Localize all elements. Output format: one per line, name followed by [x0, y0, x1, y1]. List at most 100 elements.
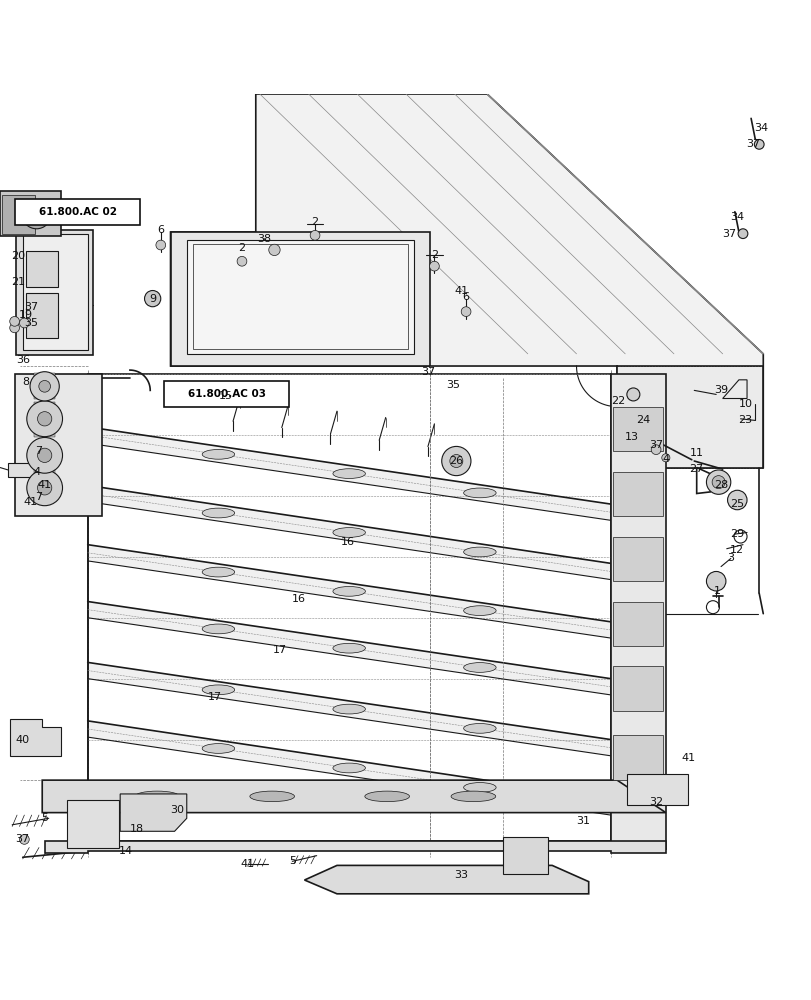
Text: 37: 37 [648, 440, 663, 450]
Polygon shape [88, 662, 610, 756]
Text: 37: 37 [745, 139, 760, 149]
Ellipse shape [202, 624, 234, 634]
Text: 6: 6 [157, 225, 164, 235]
Text: 4: 4 [33, 467, 40, 477]
Text: 4: 4 [662, 454, 668, 464]
Text: 39: 39 [713, 385, 727, 395]
Bar [16, 230, 93, 355]
Text: 14: 14 [118, 846, 133, 856]
Text: 2: 2 [238, 243, 245, 253]
Ellipse shape [333, 469, 365, 478]
Ellipse shape [333, 586, 365, 596]
Bar [2, 195, 35, 234]
Text: 30: 30 [169, 805, 184, 815]
Text: 20: 20 [11, 251, 25, 261]
Circle shape [10, 316, 19, 326]
Polygon shape [187, 240, 414, 354]
Circle shape [27, 401, 62, 437]
Text: 37: 37 [421, 367, 436, 377]
Text: 23: 23 [737, 415, 752, 425]
Circle shape [626, 388, 639, 401]
Bar [34, 489, 55, 496]
Polygon shape [170, 94, 762, 468]
Polygon shape [42, 780, 665, 813]
Text: 33: 33 [453, 870, 468, 880]
Circle shape [156, 240, 165, 250]
Bar [34, 480, 55, 486]
Bar [34, 460, 55, 467]
Text: 27: 27 [689, 464, 703, 474]
Polygon shape [88, 485, 610, 580]
Circle shape [429, 261, 439, 271]
Text: 2: 2 [431, 250, 437, 260]
FancyBboxPatch shape [15, 199, 140, 225]
Text: 34: 34 [729, 212, 744, 222]
Ellipse shape [463, 547, 496, 557]
Circle shape [37, 481, 52, 495]
Text: 17: 17 [272, 645, 287, 655]
Polygon shape [612, 601, 663, 646]
Polygon shape [170, 232, 430, 366]
Text: 17: 17 [208, 692, 222, 702]
Ellipse shape [463, 606, 496, 616]
Text: 1: 1 [713, 586, 719, 596]
Text: 11: 11 [689, 448, 703, 458]
Circle shape [268, 244, 280, 256]
Ellipse shape [463, 663, 496, 672]
Ellipse shape [202, 449, 234, 459]
Bar [34, 411, 55, 418]
Ellipse shape [463, 724, 496, 733]
Circle shape [19, 318, 29, 328]
Bar [34, 382, 55, 389]
Circle shape [10, 323, 19, 333]
Ellipse shape [202, 685, 234, 695]
Text: 2: 2 [311, 217, 318, 227]
Polygon shape [0, 191, 61, 236]
Text: 61.800.AC 03: 61.800.AC 03 [187, 389, 265, 399]
Bar [23, 234, 88, 350]
Ellipse shape [364, 791, 409, 802]
Circle shape [27, 470, 62, 506]
Bar [34, 392, 55, 398]
Text: 7: 7 [36, 446, 42, 456]
Polygon shape [88, 545, 610, 638]
Circle shape [441, 446, 470, 476]
Text: 61.800.AC 02: 61.800.AC 02 [39, 207, 117, 217]
Text: 41: 41 [240, 859, 255, 869]
Text: 6: 6 [462, 292, 469, 302]
Circle shape [310, 230, 320, 240]
Text: 25: 25 [729, 499, 744, 509]
Text: 41: 41 [37, 480, 52, 490]
Bar [503, 837, 547, 874]
Text: 19: 19 [19, 310, 33, 320]
Text: 24: 24 [635, 415, 650, 425]
Text: 13: 13 [624, 432, 638, 442]
Polygon shape [612, 666, 663, 711]
Text: 26: 26 [448, 456, 463, 466]
Text: 41: 41 [680, 753, 695, 763]
Circle shape [30, 372, 59, 401]
Bar [34, 402, 55, 408]
Bar [34, 421, 55, 428]
Text: 38: 38 [256, 234, 271, 244]
Text: 35: 35 [445, 380, 460, 390]
Polygon shape [10, 719, 61, 756]
Text: 7: 7 [36, 492, 42, 502]
Text: 18: 18 [129, 824, 144, 834]
Text: 29: 29 [729, 529, 744, 539]
Circle shape [650, 445, 660, 455]
Circle shape [461, 307, 470, 316]
Bar [34, 441, 55, 447]
Polygon shape [612, 407, 663, 451]
Polygon shape [88, 601, 610, 695]
Ellipse shape [463, 488, 496, 498]
Text: 34: 34 [753, 123, 768, 133]
Bar [26, 251, 58, 287]
Ellipse shape [202, 744, 234, 753]
Polygon shape [45, 841, 665, 853]
Text: 35: 35 [24, 318, 38, 328]
Ellipse shape [333, 643, 365, 653]
Bar [34, 373, 55, 379]
Circle shape [27, 437, 62, 473]
Ellipse shape [202, 567, 234, 577]
